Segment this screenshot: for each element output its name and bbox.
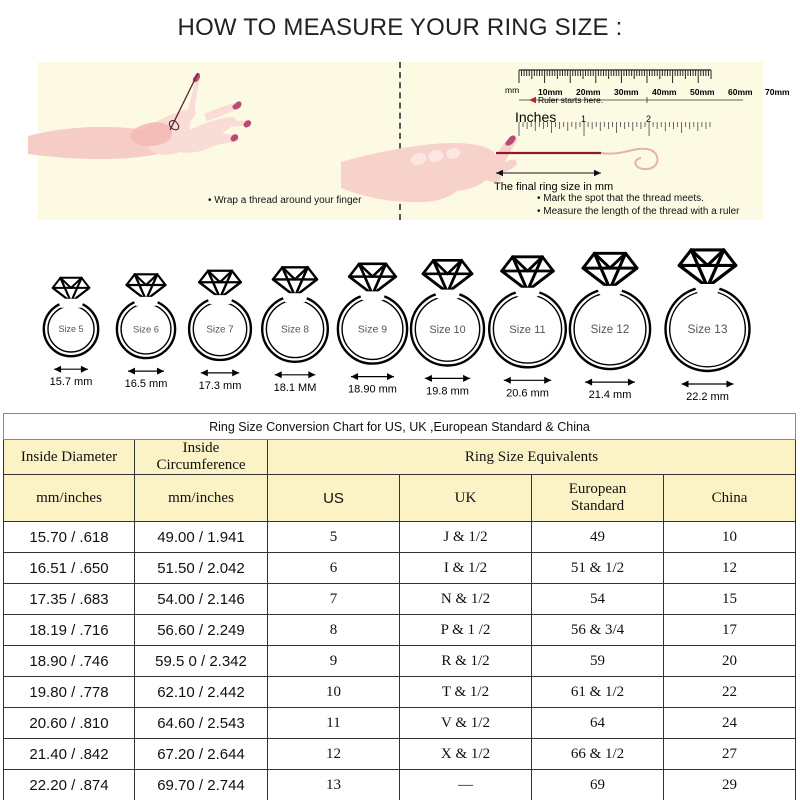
svg-text:15.7 mm: 15.7 mm [50,376,93,388]
svg-text:17.3 mm: 17.3 mm [199,380,242,392]
svg-text:19.8 mm: 19.8 mm [426,385,469,397]
svg-text:Size 9: Size 9 [358,324,387,336]
svg-text:21.4 mm: 21.4 mm [589,389,632,401]
svg-text:20.6 mm: 20.6 mm [506,387,549,399]
svg-text:18.1 MM: 18.1 MM [274,382,317,394]
svg-text:Size 8: Size 8 [281,325,309,336]
svg-text:16.5 mm: 16.5 mm [125,378,168,390]
svg-text:Size 13: Size 13 [687,322,727,336]
svg-text:Size 5: Size 5 [58,324,83,334]
svg-text:22.2 mm: 22.2 mm [686,391,729,403]
svg-text:18.90 mm: 18.90 mm [348,384,397,396]
svg-text:Size 7: Size 7 [206,324,233,335]
svg-text:Size 12: Size 12 [591,323,630,336]
svg-text:Size 10: Size 10 [429,324,465,336]
svg-text:Size 6: Size 6 [133,323,159,334]
svg-text:Size 11: Size 11 [509,324,545,336]
